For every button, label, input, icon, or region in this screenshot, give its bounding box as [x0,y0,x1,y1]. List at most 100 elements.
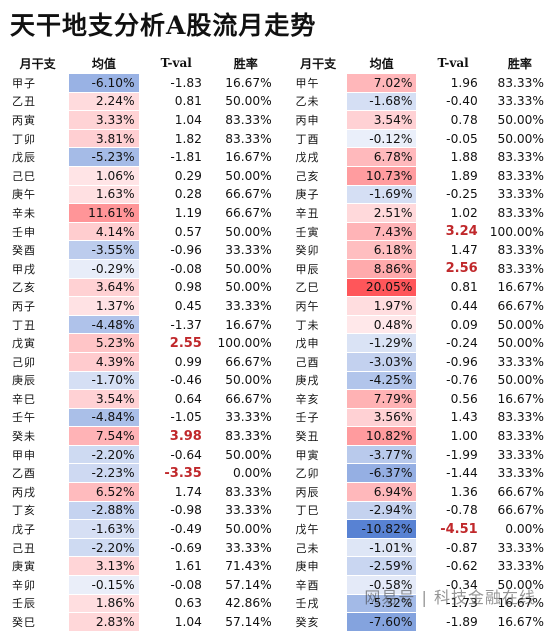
branch-cell: 丙申 [289,110,347,130]
tval-cell: -0.62 [416,556,490,577]
tval-cell: -0.69 [138,538,214,558]
winrate-cell: 33.33% [213,538,278,558]
tval-cell: 1.82 [138,129,214,149]
winrate-cell: 50.00% [489,575,550,595]
winrate-cell: 16.67% [213,315,278,335]
winrate-cell: 83.33% [489,259,550,279]
mean-cell: -1.01% [346,538,417,558]
tval-cell: -0.49 [138,519,214,539]
winrate-cell: 50.00% [213,166,278,186]
table-row: 丙寅 3.33% 1.04 83.33% 丙申 3.54% 0.78 50.00% [6,110,550,130]
branch-cell: 丁巳 [289,501,347,521]
tval-cell: 0.57 [138,222,214,242]
tval-cell: -1.05 [138,408,214,428]
branch-cell: 己酉 [289,352,347,372]
tval-cell: 1.00 [416,426,490,446]
winrate-cell: 83.33% [489,408,550,428]
column-gap [277,445,290,465]
tval-cell: -1.44 [416,463,490,484]
table-row: 庚寅 3.13% 1.61 71.43% 庚申 -2.59% -0.62 33.33% [6,556,550,577]
table-row: 癸酉 -3.55% -0.96 33.33% 癸卯 6.18% 1.47 83.33% [6,240,550,260]
table-row: 戊寅 5.23% 2.55 100.00% 戊申 -1.29% -0.24 50.00% [6,333,550,353]
winrate-cell: 66.67% [489,296,550,316]
column-gap [277,222,290,242]
mean-cell: 3.33% [69,110,139,130]
mean-cell: -5.23% [69,147,139,167]
winrate-cell: 33.33% [489,352,550,372]
column-gap [277,556,290,577]
winrate-cell: 57.14% [213,612,278,632]
mean-cell: 7.43% [346,222,417,242]
branch-cell: 庚辰 [6,371,70,391]
branch-cell: 己亥 [289,166,347,186]
tval-cell: 1.19 [138,203,214,223]
mean-cell: 1.63% [69,185,139,205]
winrate-cell: 83.33% [489,147,550,167]
mean-cell: -0.58% [346,575,417,595]
stats-table: 月干支 均值 T-val 胜率 月干支 均值 T-val 胜率 甲子 -6.10%… [6,52,550,632]
mean-cell: -5.32% [346,594,417,614]
tval-cell: 0.81 [138,92,214,112]
tval-cell: 2.55 [138,333,214,353]
column-gap [277,538,290,558]
winrate-cell: 50.00% [489,371,550,391]
mean-cell: 7.79% [346,389,417,409]
winrate-cell: 50.00% [489,333,550,353]
mean-cell: -2.94% [346,501,417,521]
winrate-cell: 83.33% [489,240,550,260]
branch-cell: 庚寅 [6,556,70,577]
branch-cell: 戊申 [289,333,347,353]
branch-cell: 戊辰 [6,147,70,167]
table-row: 丁亥 -2.88% -0.98 33.33% 丁巳 -2.94% -0.78 66.67% [6,501,550,521]
table-row: 丁丑 -4.48% -1.37 16.67% 丁未 0.48% 0.09 50.00% [6,315,550,335]
winrate-cell: 50.00% [213,519,278,539]
column-gap [277,92,290,112]
winrate-cell: 16.67% [213,147,278,167]
mean-cell: 6.18% [346,240,417,260]
tval-cell: 1.88 [416,147,490,167]
tval-cell: 0.63 [138,594,214,614]
page-title: 天干地支分析A股流月走势 [10,11,317,40]
tval-cell: 0.28 [138,185,214,205]
branch-cell: 己巳 [6,166,70,186]
winrate-cell: 33.33% [213,501,278,521]
column-gap [277,278,290,298]
winrate-cell: 83.33% [213,129,278,149]
branch-cell: 庚午 [6,185,70,205]
tval-cell: 0.99 [138,352,214,372]
tval-cell: 1.89 [416,166,490,186]
table-row: 戊辰 -5.23% -1.81 16.67% 戊戌 6.78% 1.88 83.33% [6,147,550,167]
column-gap [277,296,290,316]
winrate-cell: 66.67% [489,482,550,502]
tval-cell: -1.89 [416,612,490,632]
mean-cell: 8.86% [346,259,417,279]
branch-cell: 戊寅 [6,333,70,353]
mean-cell: 4.14% [69,222,139,242]
tval-cell: 1.43 [416,408,490,428]
branch-cell: 丙寅 [6,110,70,130]
branch-cell: 戊子 [6,519,70,539]
branch-cell: 庚子 [289,185,347,205]
tval-cell: -0.08 [138,575,214,595]
header-branch-left: 月干支 [19,56,56,71]
winrate-cell: 83.33% [213,482,278,502]
winrate-cell: 33.33% [489,185,550,205]
mean-cell: -10.82% [346,519,417,539]
mean-cell: 4.39% [69,352,139,372]
branch-cell: 癸亥 [289,612,347,632]
branch-cell: 癸丑 [289,426,347,446]
winrate-cell: 50.00% [213,259,278,279]
winrate-cell: 83.33% [213,426,278,446]
table-row: 己卯 4.39% 0.99 66.67% 己酉 -3.03% -0.96 33.33% [6,352,550,372]
branch-cell: 乙巳 [289,278,347,298]
winrate-cell: 16.67% [213,74,278,93]
branch-cell: 壬申 [6,222,70,242]
branch-cell: 乙未 [289,92,347,112]
winrate-cell: 83.33% [489,203,550,223]
branch-cell: 乙酉 [6,463,70,484]
tval-cell: 1.96 [416,74,490,93]
tval-cell: -0.78 [416,501,490,521]
mean-cell: 1.06% [69,166,139,186]
mean-cell: -2.23% [69,463,139,484]
mean-cell: -0.12% [346,129,417,149]
